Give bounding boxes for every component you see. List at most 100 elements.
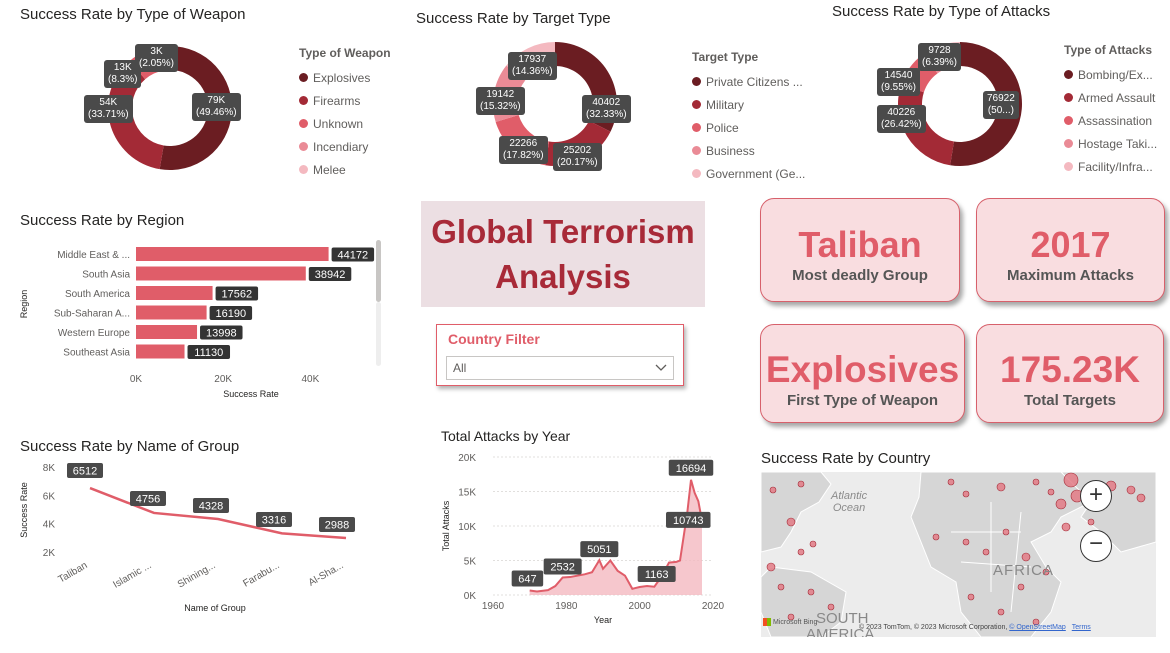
donut-slice[interactable] [159, 46, 232, 171]
x-category-label: Taliban [57, 560, 90, 585]
x-category-label: Farabu... [241, 560, 281, 590]
data-label: 79K (49.46%) [192, 93, 241, 121]
map-bubble[interactable] [809, 540, 817, 548]
map-view[interactable]: Atlantic Ocean AFRICA SOUTH AMERICA + − … [761, 472, 1156, 637]
x-tick-label: 2000 [629, 601, 652, 612]
kpi-value: 175.23K [1000, 349, 1140, 390]
legend-item[interactable]: Melee [299, 158, 391, 181]
map-bubble[interactable] [1047, 488, 1055, 496]
x-axis-label: Success Rate [223, 389, 279, 399]
map-bubble[interactable] [962, 490, 970, 498]
map-bubble[interactable] [947, 478, 955, 486]
region-bar[interactable] [136, 344, 185, 359]
legend-item[interactable]: Bombing/Ex... [1064, 63, 1157, 86]
region-chart-title: Success Rate by Region [20, 212, 185, 229]
scrollbar[interactable] [376, 240, 381, 302]
map-bubble[interactable] [807, 588, 815, 596]
region-bar[interactable] [136, 247, 329, 261]
legend-item[interactable]: Private Citizens ... [692, 70, 805, 93]
legend-item[interactable]: Armed Assault [1064, 86, 1157, 109]
legend-item[interactable]: Assassination [1064, 109, 1157, 132]
legend-item[interactable]: Military [692, 93, 805, 116]
region-category-label: Middle East & ... [57, 250, 130, 261]
map-bubble[interactable] [932, 533, 940, 541]
map-bubble[interactable] [1032, 478, 1040, 486]
map-bubble[interactable] [777, 583, 785, 591]
region-bar[interactable] [136, 325, 198, 339]
data-label: 3K (2.05%) [135, 44, 179, 72]
attacks-chart-title: Success Rate by Type of Attacks [832, 3, 1051, 20]
legend-item[interactable]: Firearms [299, 89, 391, 112]
map-bubble[interactable] [797, 548, 805, 556]
map-bubble[interactable] [1061, 522, 1071, 532]
osm-link[interactable]: © OpenStreetMap [1009, 624, 1066, 631]
x-tick-label: 2020 [702, 601, 725, 612]
point-value-label-bg [511, 570, 544, 587]
map-bubble[interactable] [996, 482, 1006, 492]
point-value-label: 3316 [262, 515, 286, 527]
year-area[interactable] [529, 479, 702, 595]
y-tick-label: 8K [43, 463, 56, 474]
map-bubble[interactable] [997, 608, 1005, 616]
map-bubble[interactable] [1136, 493, 1146, 503]
region-bar[interactable] [136, 305, 207, 320]
map-border [1010, 511, 1022, 613]
donut-slice[interactable] [898, 84, 954, 166]
bar-value-label-bg [187, 345, 231, 359]
map-bubble[interactable] [1055, 498, 1067, 510]
map-bubble[interactable] [827, 603, 835, 611]
y-tick-label: 15K [458, 488, 476, 499]
bar-value-label: 44172 [338, 250, 369, 262]
zoom-in-button[interactable]: + [1080, 480, 1112, 512]
map-bubble[interactable] [1021, 552, 1031, 562]
map-bubble[interactable] [769, 486, 777, 494]
map-bubble[interactable] [766, 562, 776, 572]
bar-value-label-bg [209, 306, 253, 320]
legend-item[interactable]: Business [692, 139, 805, 162]
x-category-label: Islamic ... [111, 560, 153, 591]
legend-item[interactable]: Facility/Infra... [1064, 155, 1157, 178]
zoom-out-button[interactable]: − [1080, 530, 1112, 562]
target-legend-title: Target Type [692, 50, 759, 64]
region-bar[interactable] [136, 286, 213, 300]
map-bubble[interactable] [962, 538, 970, 546]
region-bar[interactable] [136, 266, 306, 281]
bar-value-label: 11130 [194, 347, 223, 359]
kpi-card-deadly-group: Taliban Most deadly Group [760, 198, 960, 302]
map-bubble[interactable] [797, 480, 805, 488]
legend-item[interactable]: Hostage Taki... [1064, 132, 1157, 155]
map-bubble[interactable] [982, 548, 990, 556]
map-bubble[interactable] [1087, 518, 1095, 526]
legend-item[interactable]: Police [692, 116, 805, 139]
target-legend: Target Type Private Citizens ... Militar… [692, 50, 805, 185]
terms-link[interactable]: Terms [1071, 624, 1091, 631]
bar-value-label: 16190 [216, 308, 247, 320]
map-bubble[interactable] [1063, 472, 1079, 488]
map-ocean-label: Atlantic Ocean [831, 490, 868, 514]
donut-slice[interactable] [108, 61, 164, 170]
map-bubble[interactable] [1002, 528, 1010, 536]
x-tick-label: 1980 [555, 601, 578, 612]
map-bubble[interactable] [1126, 485, 1136, 495]
point-value-label-bg [67, 463, 103, 478]
donut-slice[interactable] [950, 42, 1023, 166]
map-bubble[interactable] [1017, 583, 1025, 591]
map-bubble[interactable] [787, 613, 795, 621]
kpi-value: 2017 [1030, 224, 1111, 265]
country-filter-dropdown[interactable]: All [446, 356, 674, 380]
legend-item[interactable]: Explosives [299, 66, 391, 89]
map-bubble[interactable] [786, 517, 796, 527]
kpi-card-targets: 175.23K Total Targets [976, 324, 1164, 423]
map-bubble[interactable] [1042, 568, 1050, 576]
map-bubble[interactable] [967, 593, 975, 601]
map-bubble[interactable] [1032, 618, 1040, 626]
target-chart-title: Success Rate by Target Type [416, 10, 611, 27]
legend-item[interactable]: Unknown [299, 112, 391, 135]
group-line[interactable] [89, 486, 347, 540]
legend-item[interactable]: Government (Ge... [692, 162, 805, 185]
region-category-label: South Asia [82, 270, 130, 281]
map-landmass [761, 472, 832, 553]
country-filter-title: Country Filter [448, 331, 540, 347]
legend-item[interactable]: Incendiary [299, 135, 391, 158]
map-region-label: SOUTH [816, 610, 869, 627]
